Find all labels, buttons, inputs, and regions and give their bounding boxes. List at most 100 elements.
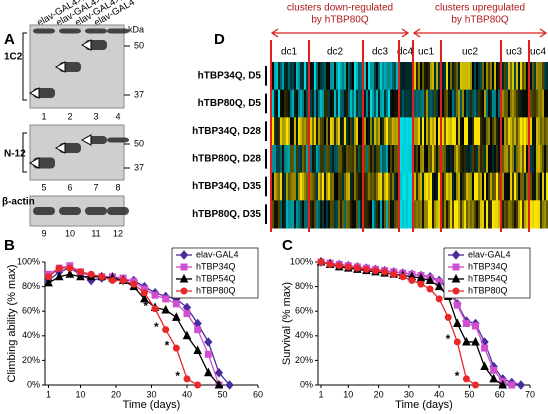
heatmap-cell — [290, 145, 292, 174]
heatmap-cell — [432, 172, 434, 201]
row-label: hTBP34Q, D35 — [192, 181, 261, 192]
heatmap-cell — [460, 117, 462, 146]
heatmap-cell — [346, 117, 348, 146]
heatmap-cell — [434, 200, 436, 229]
heatmap-cell — [460, 62, 462, 91]
heatmap-cell — [358, 117, 360, 146]
data-point — [417, 280, 425, 288]
heatmap-cell — [300, 200, 302, 229]
heatmap-cell — [350, 117, 352, 146]
heatmap-cell — [402, 200, 404, 229]
heatmap-cell — [276, 200, 278, 229]
heatmap-cell — [304, 172, 306, 201]
heatmap-cell — [446, 172, 448, 201]
heatmap-cell — [340, 62, 342, 91]
heatmap-cell — [396, 145, 398, 174]
heatmap-cell — [506, 89, 508, 118]
data-point — [151, 291, 159, 299]
heatmap-cell — [436, 145, 438, 174]
heatmap-cell — [510, 200, 512, 229]
heatmap-cell — [540, 62, 542, 91]
heatmap-cell — [446, 89, 448, 118]
heatmap-cell — [332, 145, 334, 174]
heatmap-cell — [382, 172, 384, 201]
heatmap-cell — [338, 89, 340, 118]
heatmap-cell — [516, 200, 518, 229]
heatmap-cell — [400, 117, 402, 146]
heatmap-cell — [314, 172, 316, 201]
heatmap-cell — [506, 172, 508, 201]
heatmap-cell — [296, 117, 298, 146]
blot-band — [107, 137, 129, 143]
heatmap-cell — [526, 200, 528, 229]
data-point — [214, 379, 224, 389]
heatmap-cell — [334, 172, 336, 201]
heatmap-cell — [340, 200, 342, 229]
data-point — [161, 304, 171, 314]
heatmap-cell — [350, 145, 352, 174]
heatmap-cell — [544, 172, 546, 201]
heatmap-cell — [522, 145, 524, 174]
x-tick-label: 60 — [253, 389, 263, 399]
heatmap-cell — [416, 145, 418, 174]
heatmap-cell — [296, 200, 298, 229]
data-point — [390, 270, 398, 278]
y-tick-label: 20% — [22, 355, 40, 365]
heatmap-cell — [532, 200, 534, 229]
heatmap-cell — [366, 200, 368, 229]
heatmap-cell — [382, 145, 384, 174]
heatmap-cell — [430, 200, 432, 229]
heatmap-cell — [310, 89, 312, 118]
heatmap-cell — [492, 145, 494, 174]
heatmap-cell — [372, 200, 374, 229]
heatmap-cell — [482, 200, 484, 229]
heatmap-cell — [426, 117, 428, 146]
heatmap-cell — [368, 145, 370, 174]
heatmap-cell — [366, 117, 368, 146]
heatmap-cell — [496, 117, 498, 146]
heatmap-cell — [470, 145, 472, 174]
heatmap-cell — [544, 89, 546, 118]
heatmap-cell — [502, 117, 504, 146]
heatmap-cell — [386, 117, 388, 146]
heatmap-cell — [410, 200, 412, 229]
data-point — [87, 270, 95, 278]
heatmap-cell — [514, 172, 516, 201]
heatmap-cell — [316, 117, 318, 146]
annotation: * — [165, 338, 170, 352]
heatmap-cell — [408, 62, 410, 91]
heatmap-cell — [414, 62, 416, 91]
heatmap-cell — [450, 89, 452, 118]
heatmap-cell — [384, 117, 386, 146]
heatmap-cell — [516, 117, 518, 146]
heatmap-cell — [370, 200, 372, 229]
size-marker: 37 — [134, 162, 144, 172]
heatmap-cell — [372, 117, 374, 146]
heatmap-cell — [520, 62, 522, 91]
heatmap-cell — [338, 117, 340, 146]
heatmap-cell — [294, 145, 296, 174]
data-point — [471, 336, 480, 346]
heatmap-cell — [368, 117, 370, 146]
y-tick-label: 80% — [295, 281, 313, 291]
heatmap-cell — [436, 89, 438, 118]
heatmap-cell — [336, 89, 338, 118]
heatmap-cell — [448, 200, 450, 229]
heatmap-cell — [510, 89, 512, 118]
heatmap-cell — [474, 89, 476, 118]
legend-label: hTBP54Q — [468, 273, 508, 283]
heatmap-cell — [424, 145, 426, 174]
heatmap-cell — [540, 200, 542, 229]
band-arrow — [28, 157, 40, 169]
heatmap-cell — [524, 200, 526, 229]
data-point — [489, 373, 498, 383]
heatmap-cell — [374, 62, 376, 91]
heatmap-cell — [474, 62, 476, 91]
heatmap-cell — [410, 89, 412, 118]
heatmap-cell — [318, 117, 320, 146]
heatmap-cell — [406, 89, 408, 118]
x-axis-label: Time (days) — [123, 399, 181, 411]
heatmap-cell — [328, 117, 330, 146]
heatmap-cell — [524, 89, 526, 118]
heatmap-cell — [502, 172, 504, 201]
